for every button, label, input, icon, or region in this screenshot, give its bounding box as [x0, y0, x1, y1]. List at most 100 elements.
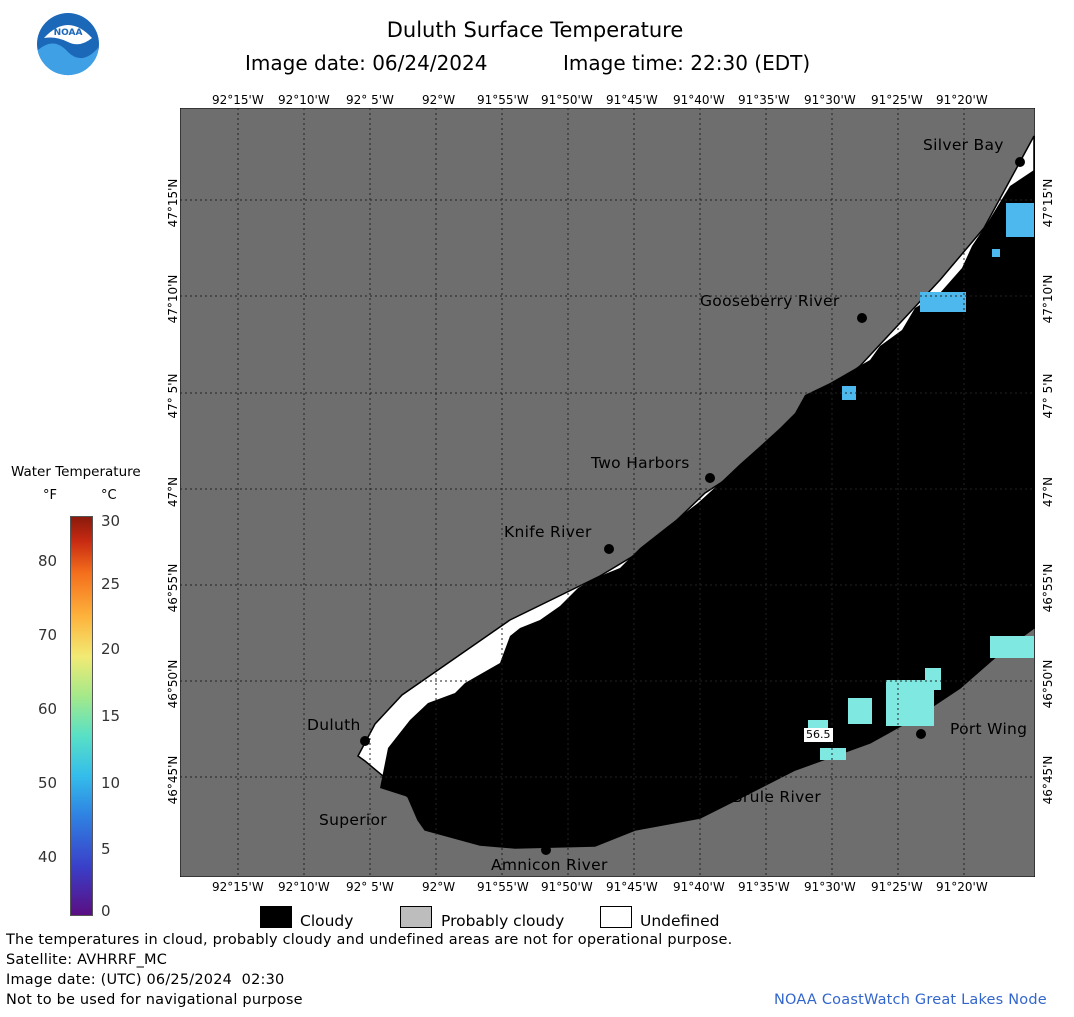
- place-markers: [360, 157, 1025, 855]
- lat-tick: 47°10'N: [166, 274, 180, 324]
- lat-tick: 46°45'N: [166, 755, 180, 805]
- lon-tick: 91°35'W: [738, 93, 790, 107]
- footer-nav-warning: Not to be used for navigational purpose: [6, 992, 303, 1008]
- map-canvas[interactable]: [180, 108, 1035, 877]
- place-brule-river: Brule River: [732, 788, 822, 806]
- colorbar-unit-c: °C: [101, 488, 117, 503]
- noaa-logo-text: NOAA: [54, 28, 83, 38]
- lat-tick: 47°N: [166, 476, 180, 508]
- lon-tick: 91°45'W: [606, 880, 658, 894]
- lat-tick: 47° 5'N: [1041, 373, 1055, 419]
- warm-water-patch: [925, 668, 941, 690]
- legend-label-cloudy: Cloudy: [300, 912, 354, 930]
- lon-tick: 91°25'W: [871, 93, 923, 107]
- lon-tick: 91°55'W: [477, 880, 529, 894]
- place-two-harbors: Two Harbors: [591, 454, 690, 472]
- lat-tick: 46°45'N: [1041, 755, 1055, 805]
- legend-label-undefined: Undefined: [640, 912, 720, 930]
- lon-tick: 91°30'W: [804, 93, 856, 107]
- c-tick: 5: [101, 840, 111, 858]
- legend-swatch-cloudy: [260, 906, 292, 928]
- place-amnicon-river: Amnicon River: [491, 856, 608, 874]
- marker-two-harbors: [705, 473, 715, 483]
- lon-tick: 92° 5'W: [346, 880, 394, 894]
- legend-swatch-probably-cloudy: [400, 906, 432, 928]
- place-superior: Superior: [319, 811, 387, 829]
- lon-tick: 92° 5'W: [346, 93, 394, 107]
- c-tick: 10: [101, 774, 121, 792]
- footer-satellite: Satellite: AVHRRF_MC: [6, 952, 168, 968]
- lon-tick: 92°W: [422, 93, 456, 107]
- lon-tick: 92°15'W: [212, 93, 264, 107]
- place-silver-bay: Silver Bay: [923, 136, 1004, 154]
- lat-tick: 46°50'N: [1041, 659, 1055, 709]
- cloud-area: [380, 170, 1034, 848]
- warm-water-patch: [848, 698, 872, 724]
- place-port-wing: Port Wing: [950, 720, 1028, 738]
- marker-gooseberry-river: [857, 313, 867, 323]
- lon-tick: 92°10'W: [278, 93, 330, 107]
- lat-tick: 47° 5'N: [166, 373, 180, 419]
- noaa-logo: NOAA: [37, 13, 99, 76]
- lat-tick: 47°15'N: [166, 178, 180, 228]
- colorbar-gradient: [70, 516, 93, 916]
- c-tick: 20: [101, 640, 121, 658]
- lon-tick: 92°15'W: [212, 880, 264, 894]
- marker-duluth: [360, 736, 370, 746]
- c-tick: 30: [101, 512, 121, 530]
- lon-tick: 91°50'W: [541, 93, 593, 107]
- f-tick: 50: [38, 774, 58, 792]
- lat-tick: 47°15'N: [1041, 178, 1055, 228]
- warm-water-patch: [820, 748, 846, 760]
- marker-amnicon-river: [541, 845, 551, 855]
- lon-tick: 91°45'W: [606, 93, 658, 107]
- image-date: Image date: 06/24/2024: [245, 51, 488, 75]
- cool-water-patch: [992, 249, 1000, 257]
- colorbar-unit-f: °F: [43, 488, 57, 503]
- lon-tick: 91°40'W: [673, 93, 725, 107]
- place-gooseberry-river: Gooseberry River: [700, 292, 840, 310]
- footer-credit[interactable]: NOAA CoastWatch Great Lakes Node: [774, 992, 1047, 1008]
- lat-tick: 47°10'N: [1041, 274, 1055, 324]
- page-title: Duluth Surface Temperature: [386, 18, 684, 42]
- place-knife-river: Knife River: [504, 523, 592, 541]
- footer-note: The temperatures in cloud, probably clou…: [6, 932, 733, 948]
- footer-utc-date: Image date: (UTC) 06/25/2024 02:30: [6, 972, 285, 988]
- legend-swatch-undefined: [600, 906, 632, 928]
- lat-tick: 46°55'N: [166, 563, 180, 613]
- warm-water-patch: [990, 636, 1034, 658]
- cool-water-patch: [842, 386, 856, 400]
- lon-tick: 91°20'W: [936, 880, 988, 894]
- cool-water-patch: [920, 292, 966, 312]
- f-tick: 80: [38, 552, 58, 570]
- marker-brule-river: [737, 772, 747, 782]
- f-tick: 70: [38, 626, 58, 644]
- marker-port-wing: [916, 729, 926, 739]
- cool-water-patch: [1006, 203, 1034, 237]
- colorbar-title: Water Temperature: [11, 464, 141, 480]
- place-duluth: Duluth: [307, 716, 361, 734]
- lon-tick: 92°10'W: [278, 880, 330, 894]
- marker-knife-river: [604, 544, 614, 554]
- lon-tick: 91°35'W: [738, 880, 790, 894]
- temperature-label: 56.5: [804, 728, 833, 742]
- f-tick: 40: [38, 848, 58, 866]
- lon-tick: 91°25'W: [871, 880, 923, 894]
- marker-silver-bay: [1015, 157, 1025, 167]
- lon-tick: 91°20'W: [936, 93, 988, 107]
- lon-tick: 92°W: [422, 880, 456, 894]
- c-tick: 15: [101, 707, 121, 725]
- lat-tick: 46°50'N: [166, 659, 180, 709]
- lat-tick: 46°55'N: [1041, 563, 1055, 613]
- lon-tick: 91°50'W: [541, 880, 593, 894]
- lat-tick: 47°N: [1041, 476, 1055, 508]
- map-grid: [180, 108, 1035, 877]
- image-time: Image time: 22:30 (EDT): [563, 51, 811, 75]
- warm-water-patch: [808, 720, 828, 730]
- c-tick: 0: [101, 902, 111, 920]
- lon-tick: 91°55'W: [477, 93, 529, 107]
- lon-tick: 91°40'W: [673, 880, 725, 894]
- c-tick: 25: [101, 575, 121, 593]
- legend-label-probably-cloudy: Probably cloudy: [441, 912, 565, 930]
- f-tick: 60: [38, 700, 58, 718]
